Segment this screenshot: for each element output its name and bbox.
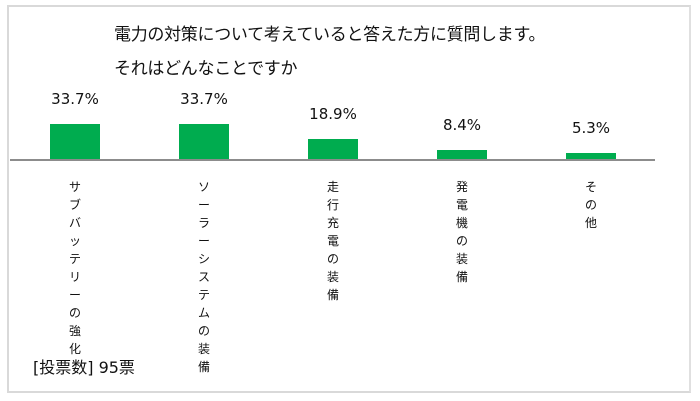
category-label: その他 <box>584 180 597 230</box>
bar-value-label: 18.9% <box>309 105 357 123</box>
x-axis-baseline <box>10 159 655 161</box>
bar-value-label: 33.7% <box>51 90 99 108</box>
bar <box>50 124 100 159</box>
category-label: 走行充電の装備 <box>326 180 339 302</box>
bar <box>566 153 616 159</box>
vote-count: [投票数] 95票 <box>33 358 135 377</box>
bar <box>179 124 229 159</box>
bar <box>437 150 487 159</box>
bar-value-label: 5.3% <box>571 119 611 137</box>
chart-title-line1: 電力の対策について考えていると答えた方に質問します。 <box>114 25 546 45</box>
category-label: サブバッテリーの強化 <box>68 180 81 356</box>
chart-title-line2: それはどんなことですか <box>114 59 298 79</box>
category-label: 発電機の装備 <box>455 180 468 284</box>
category-label: ソーラーシステムの装備 <box>197 180 210 374</box>
chart-frame <box>7 5 691 393</box>
bar <box>308 139 358 159</box>
bar-value-label: 8.4% <box>442 116 482 134</box>
bar-value-label: 33.7% <box>180 90 228 108</box>
